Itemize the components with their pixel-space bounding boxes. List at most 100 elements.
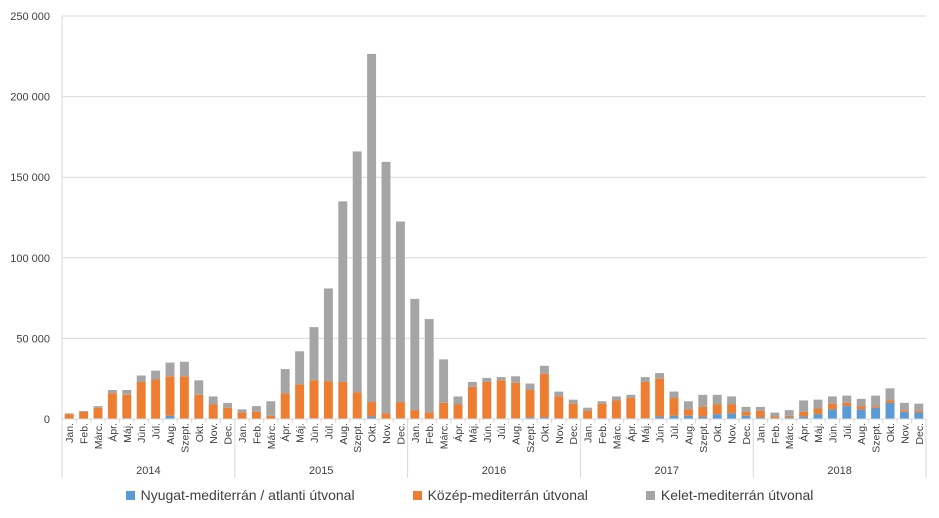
x-tick-label-year: 2014: [136, 465, 160, 477]
bar-segment-central: [208, 404, 218, 419]
gridlines: [62, 15, 926, 339]
x-tick-label-month: Máj.: [295, 423, 307, 443]
x-tick-label-month: Aug.: [683, 423, 695, 445]
x-tick-label-month: Jan.: [755, 423, 767, 443]
bar-segment-east: [784, 410, 794, 416]
bar-segment-central: [784, 415, 794, 418]
x-tick-label-month: Jún.: [827, 423, 839, 443]
bar-segment-central: [482, 381, 492, 419]
bar-segment-east: [93, 406, 103, 408]
legend-item-west: Nyugat-mediterrán / atlanti útvonal: [125, 487, 355, 503]
bar-segment-east: [237, 409, 247, 413]
bar-segment-central: [799, 411, 809, 417]
bar-segment-central: [395, 402, 405, 419]
bar-segment-west: [871, 407, 881, 419]
bar-segment-east: [352, 151, 362, 393]
bar-segment-east: [453, 396, 463, 405]
x-tick-label-year: 2016: [482, 465, 506, 477]
x-tick-label-month: Jan.: [410, 423, 422, 443]
bar-segment-east: [583, 407, 593, 411]
x-tick-label-month: Szept.: [525, 423, 537, 453]
y-tick-label: 200 000: [10, 92, 50, 104]
x-tick-label-month: Ápr.: [625, 423, 638, 442]
x-tick-label-month: Máj.: [813, 423, 825, 443]
bar-segment-west: [784, 417, 794, 419]
bar-segment-east: [395, 221, 405, 403]
x-tick-label-month: Jún.: [482, 423, 494, 443]
bar-segment-east: [626, 394, 636, 399]
y-tick-label: 250 000: [10, 11, 50, 23]
bar-segment-east: [79, 410, 89, 412]
bar-segment-central: [251, 411, 261, 419]
bar-segment-west: [683, 415, 693, 419]
x-tick-label-month: Ápr.: [452, 423, 465, 442]
bar-segment-east: [410, 298, 420, 411]
bar-segment-central: [151, 379, 161, 419]
bar-segment-central: [165, 376, 175, 416]
bar-segment-central: [424, 412, 434, 419]
legend-swatch: [645, 490, 655, 500]
bar-segment-east: [309, 327, 319, 381]
bar-segment-west: [165, 415, 175, 419]
legend-item-central: Közép-mediterrán útvonal: [412, 487, 588, 503]
bar-segment-east: [424, 319, 434, 413]
x-tick-label-month: Aug.: [511, 423, 523, 445]
bar-segment-central: [266, 415, 276, 419]
bar-segment-east: [813, 399, 823, 409]
x-tick-label-month: Márc.: [784, 423, 796, 449]
bar-segment-central: [899, 410, 909, 412]
x-tick-label-month: Júl.: [151, 423, 163, 439]
x-tick-label-month: Máj.: [467, 423, 479, 443]
x-tick-label-month: Nov.: [727, 423, 739, 444]
bar-segment-east: [914, 403, 924, 411]
bar-segment-east: [295, 351, 305, 385]
legend-label: Közép-mediterrán útvonal: [427, 487, 588, 503]
x-tick-label-month: Júl.: [496, 423, 508, 439]
bar-segment-east: [467, 381, 477, 387]
bar-segment-central: [885, 400, 895, 403]
bar-segment-central: [179, 376, 189, 419]
x-tick-label-month: Okt.: [194, 423, 206, 442]
bar-segment-west: [727, 413, 737, 419]
bar-segment-west: [539, 417, 549, 419]
x-tick-label-month: Ápr.: [798, 423, 811, 442]
x-tick-label-month: Dec.: [395, 423, 407, 445]
bar-segment-central: [352, 392, 362, 419]
x-tick-label-month: Ápr.: [106, 423, 119, 442]
x-tick-label-month: Okt.: [885, 423, 897, 442]
x-tick-label-month: Dec.: [741, 423, 753, 445]
x-tick-label-month: Júl.: [842, 423, 854, 439]
bar-segment-east: [712, 394, 722, 405]
bar-segment-central: [770, 416, 780, 419]
bar-segment-central: [683, 409, 693, 416]
bar-segment-east: [899, 402, 909, 411]
x-tick-label-month: Szept.: [871, 423, 883, 453]
bar-segment-central: [611, 400, 621, 419]
x-tick-label-month: Jan.: [237, 423, 249, 443]
x-tick-label-month: Jún.: [655, 423, 667, 443]
bar-segment-central: [511, 382, 521, 419]
bar-segment-east: [525, 383, 535, 390]
bar-segment-central: [755, 410, 765, 418]
bar-segment-central: [640, 381, 650, 419]
bar-segment-east: [323, 288, 333, 382]
bar-segment-east: [727, 396, 737, 405]
bar-segment-central: [871, 406, 881, 408]
bar-segment-east: [741, 406, 751, 412]
bar-segment-central: [856, 406, 866, 410]
bar-segment-east: [799, 400, 809, 412]
legend-swatch: [412, 490, 422, 500]
bar-segment-central: [381, 413, 391, 419]
bar-segment-east: [755, 406, 765, 411]
bar-segment-east: [640, 377, 650, 382]
bar-segment-east: [367, 53, 377, 403]
bar-segment-central: [712, 404, 722, 415]
bar-segment-west: [827, 409, 837, 419]
bar-segment-west: [885, 402, 895, 419]
bar-segment-central: [79, 411, 89, 419]
bar-segment-east: [64, 413, 74, 415]
bar-segment-central: [525, 389, 535, 418]
bar-segment-east: [223, 402, 233, 408]
bar-segment-west: [525, 417, 535, 419]
x-tick-label-month: Júl.: [323, 423, 335, 439]
